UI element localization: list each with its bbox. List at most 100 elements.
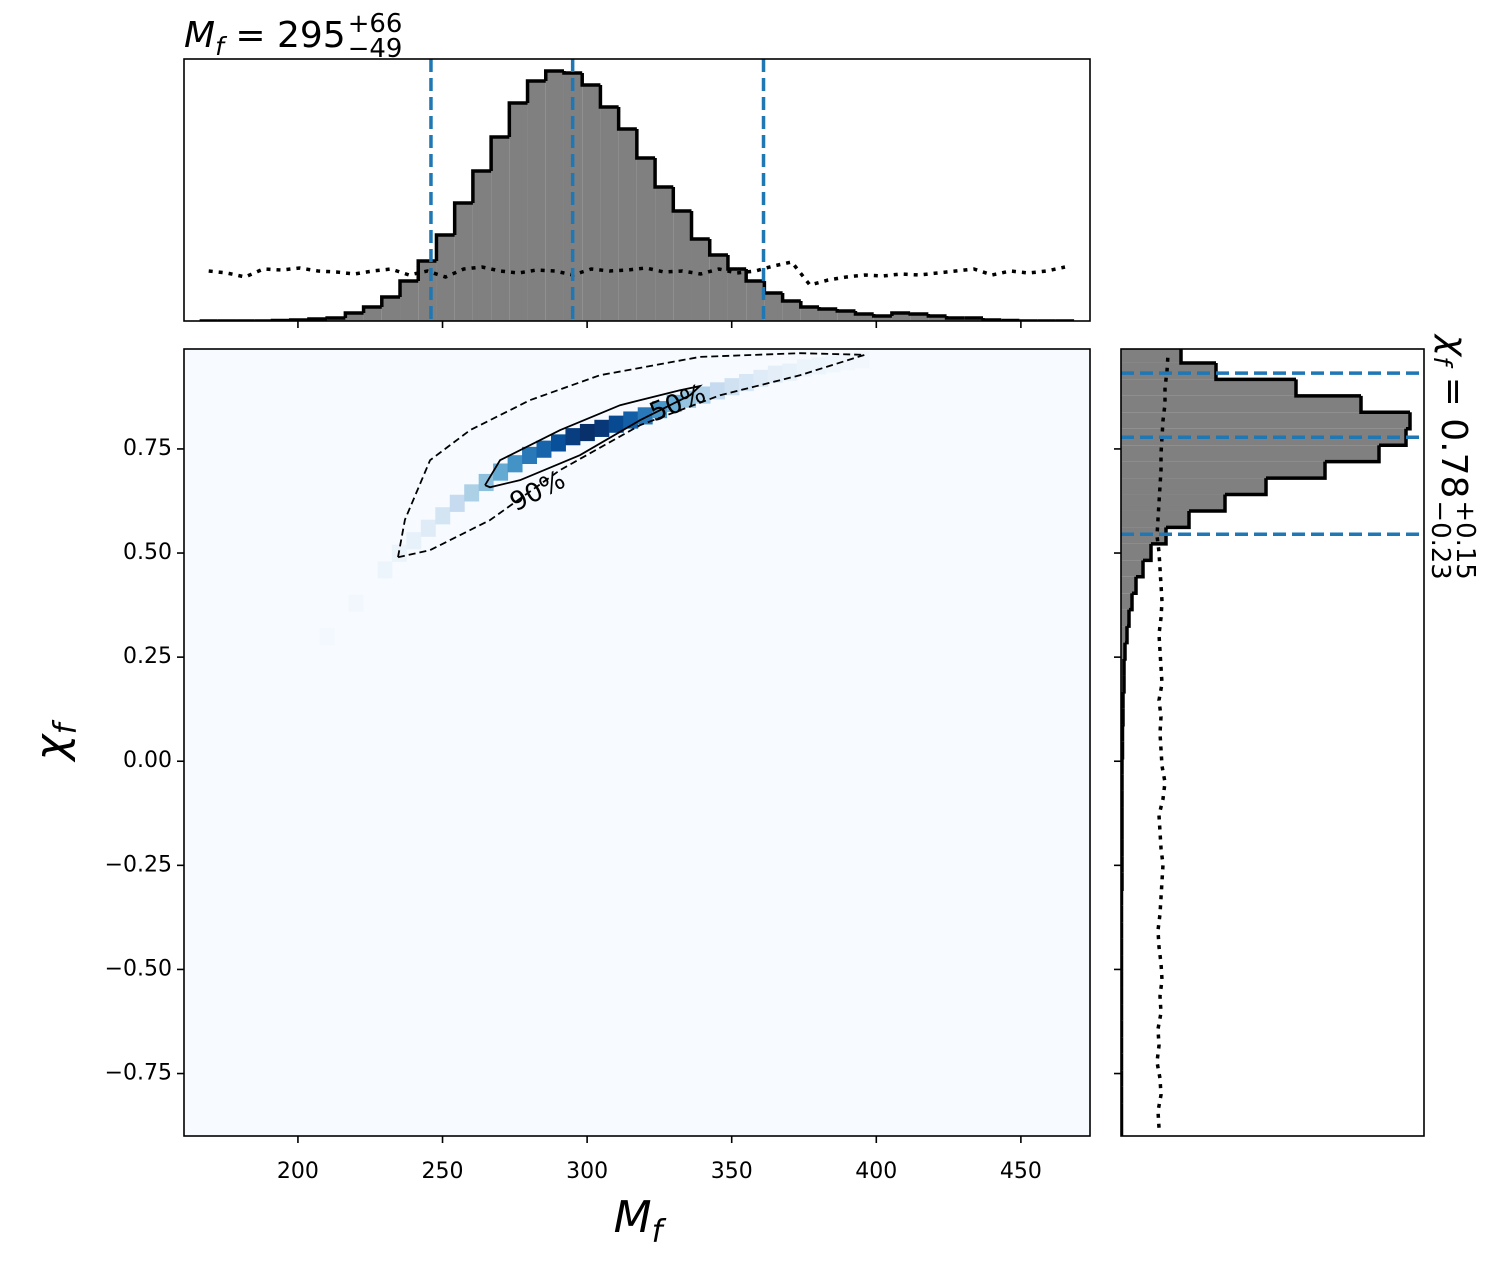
hist-bar bbox=[1121, 395, 1361, 413]
hist-bar bbox=[673, 211, 692, 321]
y-tick-label: −0.50 bbox=[105, 956, 172, 981]
hist-outline bbox=[1125, 626, 1129, 645]
hist-bar bbox=[691, 239, 710, 321]
contour bbox=[484, 384, 703, 489]
upper-error: +0.15 bbox=[1450, 500, 1480, 579]
math-label: χf = 0.78+0.15−0.23 bbox=[1425, 333, 1480, 580]
density-cell bbox=[493, 463, 509, 481]
label-text: Mf bbox=[614, 1192, 667, 1250]
density-cell bbox=[579, 423, 595, 442]
hist-outline bbox=[525, 79, 546, 103]
hist-outline bbox=[926, 314, 947, 318]
y-tick-label: 0.75 bbox=[123, 436, 172, 461]
hist-outline bbox=[343, 311, 364, 318]
x-tick-label: 200 bbox=[277, 1159, 319, 1184]
hist-outline bbox=[1121, 708, 1125, 727]
hist-bar bbox=[873, 316, 892, 321]
hist-bar bbox=[1121, 510, 1189, 528]
label-text: χf bbox=[26, 719, 84, 762]
density-cell bbox=[840, 353, 856, 371]
contour bbox=[397, 352, 865, 559]
hist-outline bbox=[1127, 609, 1131, 628]
hist-outline bbox=[471, 169, 492, 203]
hist-outline bbox=[908, 312, 929, 316]
hist-outline bbox=[361, 305, 382, 313]
hist-outline bbox=[434, 233, 455, 261]
hist-bar bbox=[928, 316, 947, 321]
right-histogram bbox=[1121, 349, 1412, 1136]
hist-outline bbox=[1143, 543, 1153, 563]
hist-bar bbox=[800, 307, 820, 321]
hist-outline bbox=[580, 73, 601, 87]
density-cell bbox=[348, 594, 364, 612]
hist-outline bbox=[1325, 445, 1381, 464]
hist-outline bbox=[562, 71, 583, 75]
hist-outline bbox=[635, 129, 656, 160]
hist-outline bbox=[817, 307, 838, 311]
hist-outline bbox=[835, 309, 856, 313]
density-cell bbox=[435, 507, 451, 525]
hist-outline bbox=[325, 316, 346, 320]
hist-bar bbox=[618, 129, 637, 321]
math-label: χf bbox=[26, 719, 84, 762]
density-cell bbox=[796, 359, 812, 377]
hist-outline bbox=[1266, 461, 1327, 480]
hist-bar bbox=[655, 187, 674, 321]
math-label: Mf bbox=[614, 1192, 667, 1250]
symbol: χ bbox=[26, 732, 77, 762]
hist-bar bbox=[1121, 642, 1125, 660]
y-axis-label: χf bbox=[26, 719, 84, 762]
y-tick-label: 0.00 bbox=[123, 748, 172, 773]
axes-background bbox=[184, 349, 1090, 1136]
hist-outline bbox=[1123, 642, 1127, 661]
label-text: χf = 0.78 bbox=[1428, 333, 1474, 498]
math-label: Mf = 295 +66−49 bbox=[184, 9, 402, 64]
hist-bar bbox=[837, 311, 856, 321]
hist-outline bbox=[1225, 478, 1268, 497]
y-tick-label: 0.50 bbox=[123, 540, 172, 565]
hist-outline bbox=[1179, 349, 1216, 365]
density-cell bbox=[464, 484, 480, 502]
y-tick-label: −0.75 bbox=[105, 1061, 172, 1086]
hist-outline bbox=[1166, 510, 1191, 530]
hist-bar bbox=[600, 107, 619, 321]
hist-outline bbox=[707, 239, 728, 257]
hist-outline bbox=[780, 293, 801, 303]
hist-bar bbox=[1121, 379, 1296, 396]
hist-bar bbox=[527, 81, 546, 321]
density-cell bbox=[594, 419, 610, 437]
hist-bar bbox=[509, 103, 528, 321]
hist-outline bbox=[1359, 395, 1410, 415]
symbol: χ bbox=[1433, 333, 1474, 358]
density-cell bbox=[377, 561, 393, 579]
hist-bar bbox=[636, 158, 656, 321]
hist-bar bbox=[1121, 494, 1225, 511]
hist-bar bbox=[819, 309, 838, 321]
hist-bar bbox=[1121, 560, 1143, 577]
x-tick-label: 400 bbox=[855, 1159, 897, 1184]
hist-bar bbox=[1121, 445, 1379, 462]
density-cell bbox=[420, 519, 436, 537]
density-cell bbox=[319, 627, 335, 646]
hist-outline bbox=[890, 311, 911, 316]
hist-outline bbox=[489, 135, 510, 171]
hist-outline bbox=[853, 311, 874, 316]
hist-bar bbox=[582, 85, 601, 321]
density-cell bbox=[565, 428, 581, 446]
value-text: = 295 bbox=[224, 15, 346, 56]
hist-outline bbox=[1406, 412, 1412, 431]
hist-outline bbox=[307, 317, 328, 321]
hist-bar bbox=[891, 313, 911, 321]
density-cell bbox=[449, 494, 465, 512]
hist-outline bbox=[726, 255, 747, 271]
hist-bar bbox=[381, 297, 401, 321]
hist-outline bbox=[1214, 362, 1296, 382]
hist-outline bbox=[616, 107, 637, 131]
hist-bar bbox=[1121, 626, 1127, 643]
density-cell bbox=[825, 355, 841, 373]
hist-bar bbox=[363, 307, 382, 321]
density-cell bbox=[753, 369, 769, 387]
density-cell bbox=[782, 363, 798, 381]
hist-bar bbox=[1121, 478, 1266, 495]
hist-outline bbox=[689, 211, 710, 241]
